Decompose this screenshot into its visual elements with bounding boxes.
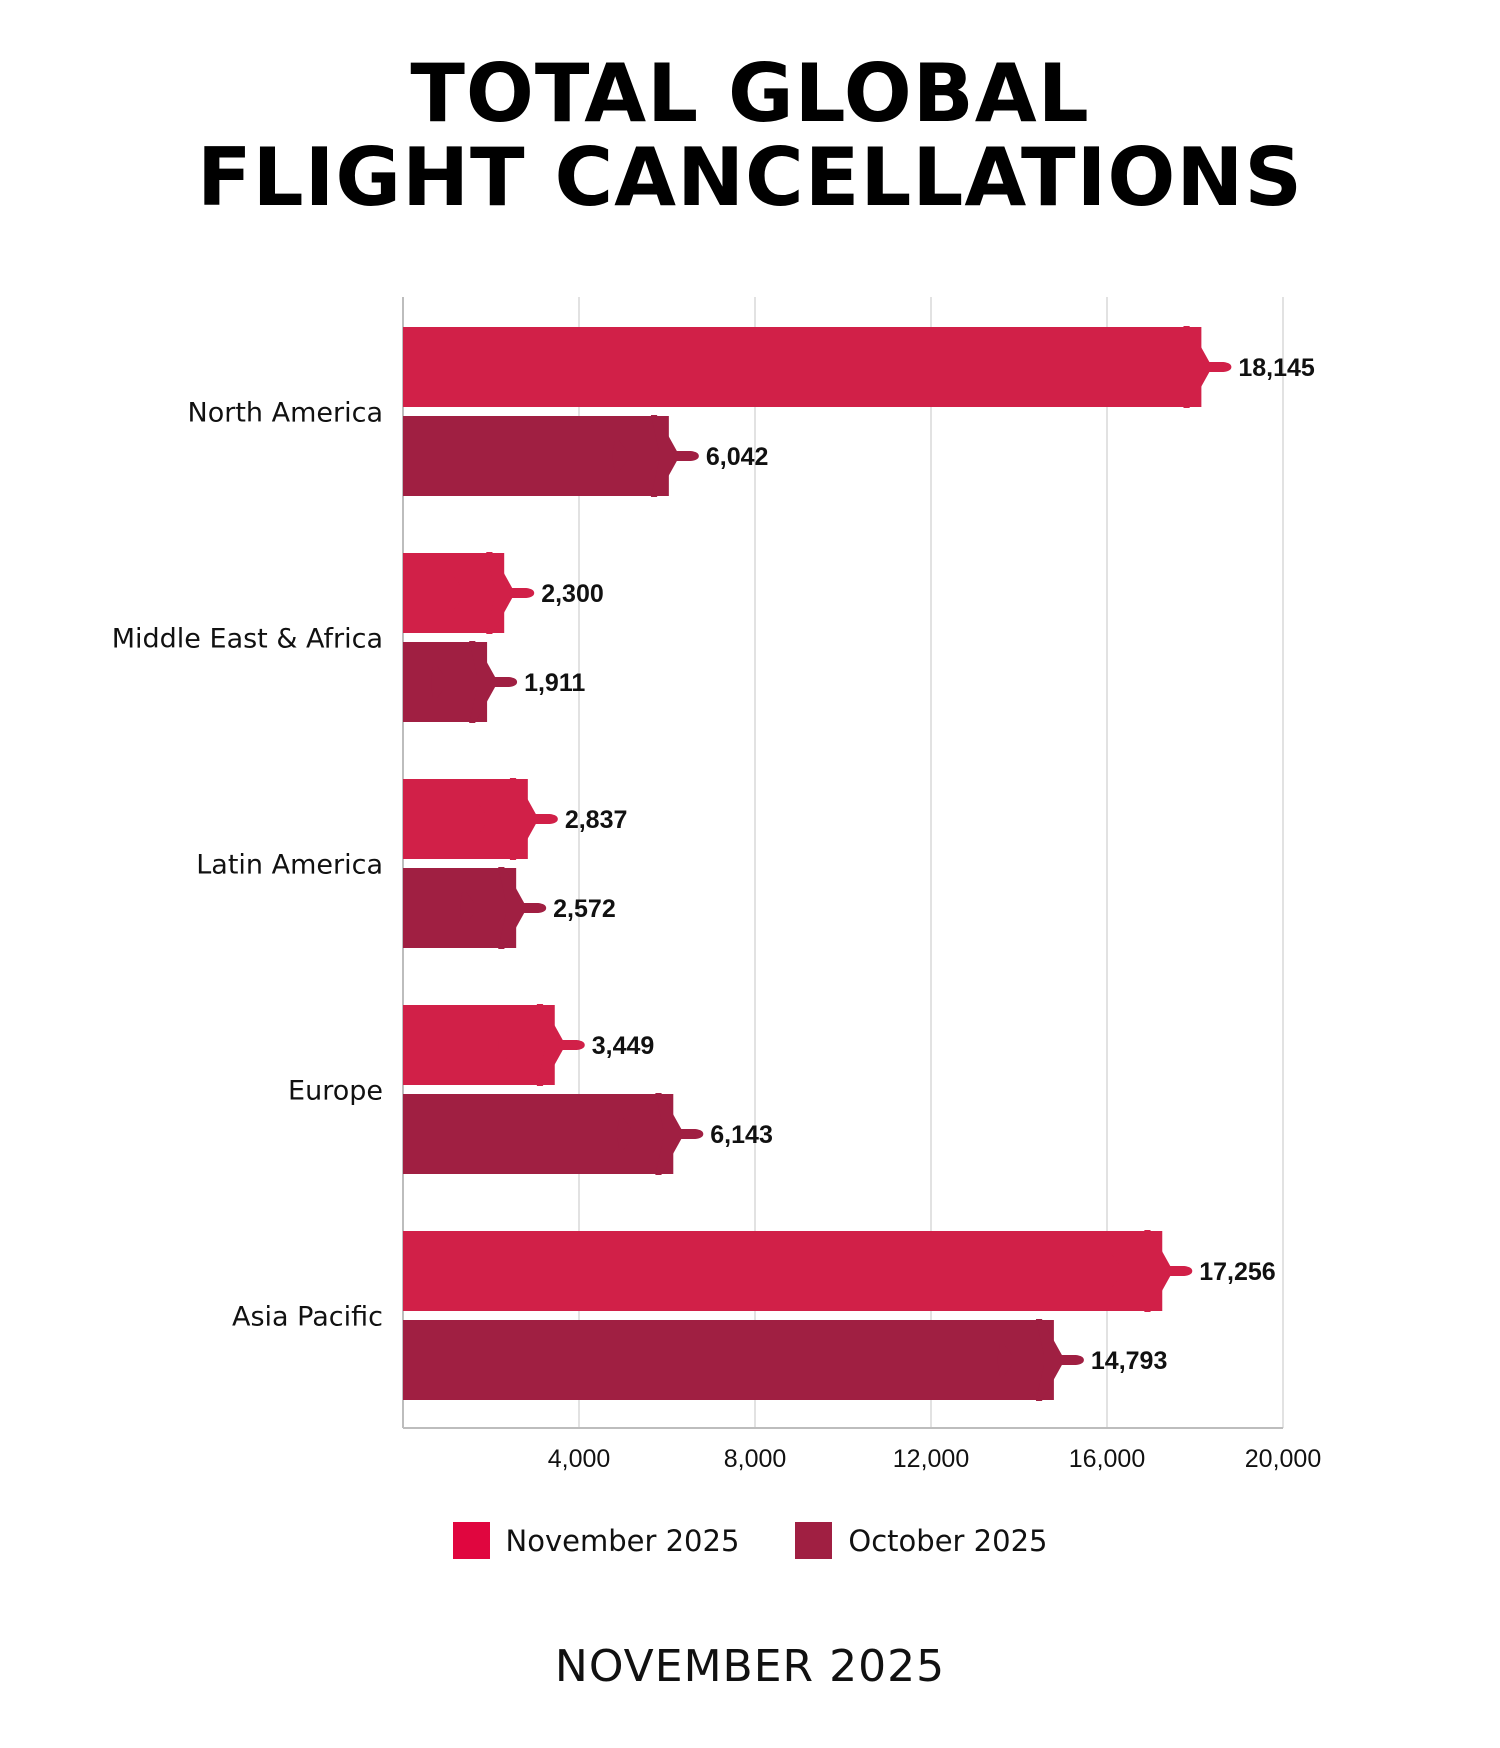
airplane-icon	[460, 867, 547, 949]
value-label: 14,793	[1091, 1347, 1167, 1375]
bar-november	[403, 1231, 1163, 1311]
airplane-body	[617, 1093, 704, 1175]
bar-november	[403, 327, 1202, 407]
legend-label-october: October 2025	[848, 1523, 1048, 1558]
x-tick-label: 8,000	[724, 1445, 787, 1473]
value-label: 2,300	[541, 580, 604, 608]
airplane-body	[431, 641, 518, 723]
legend-label-november: November 2025	[505, 1523, 740, 1558]
bar-chart: 4,000 8,000 12,000 16,000 20,000 18,145 6,042 N…	[112, 297, 1321, 1473]
legend: November 2025 October 2025	[0, 1522, 1500, 1559]
footer-date: NOVEMBER 2025	[554, 1641, 946, 1692]
x-tick-label: 16,000	[1069, 1445, 1145, 1473]
category-label: Middle East & Africa	[112, 624, 383, 655]
bar-october	[403, 1320, 1054, 1400]
x-tick-label: 4,000	[548, 1445, 611, 1473]
airplane-icon	[448, 552, 535, 634]
category-label: North America	[188, 398, 383, 429]
airplane-body	[1106, 1230, 1193, 1312]
airplane-icon	[471, 778, 558, 860]
value-label: 2,837	[565, 806, 628, 834]
airplane-body	[997, 1319, 1084, 1401]
airplane-body	[471, 778, 558, 860]
airplane-body	[1145, 326, 1232, 408]
legend-swatch-october	[795, 1522, 833, 1559]
value-label: 3,449	[592, 1032, 655, 1060]
chart-title: TOTAL GLOBAL FLIGHT CANCELLATIONS	[0, 52, 1500, 220]
airplane-icon	[498, 1004, 585, 1086]
airplane-icon	[612, 415, 699, 497]
airplane-body	[448, 552, 535, 634]
airplane-icon	[1106, 1230, 1193, 1312]
value-label: 2,572	[553, 895, 616, 923]
airplane-icon	[1145, 326, 1232, 408]
legend-item-october: October 2025	[795, 1522, 1047, 1559]
chart-title-line-2: FLIGHT CANCELLATIONS	[197, 131, 1303, 224]
x-tick-label: 12,000	[893, 1445, 969, 1473]
airplane-icon	[431, 641, 518, 723]
airplane-body	[460, 867, 547, 949]
value-label: 18,145	[1238, 354, 1315, 382]
value-label: 1,911	[524, 669, 585, 697]
airplane-body	[612, 415, 699, 497]
category-label: Latin America	[196, 850, 383, 881]
airplane-body	[498, 1004, 585, 1086]
airplane-icon	[617, 1093, 704, 1175]
category-label: Asia Pacific	[232, 1302, 383, 1333]
value-label: 6,042	[706, 443, 769, 471]
chart-title-line-1: TOTAL GLOBAL	[410, 47, 1090, 140]
legend-item-november: November 2025	[452, 1522, 740, 1559]
value-label: 17,256	[1199, 1258, 1275, 1286]
x-tick-label: 20,000	[1245, 1445, 1321, 1473]
legend-swatch-november	[452, 1522, 490, 1559]
value-label: 6,143	[710, 1121, 773, 1149]
airplane-icon	[997, 1319, 1084, 1401]
category-label: Europe	[288, 1076, 383, 1107]
